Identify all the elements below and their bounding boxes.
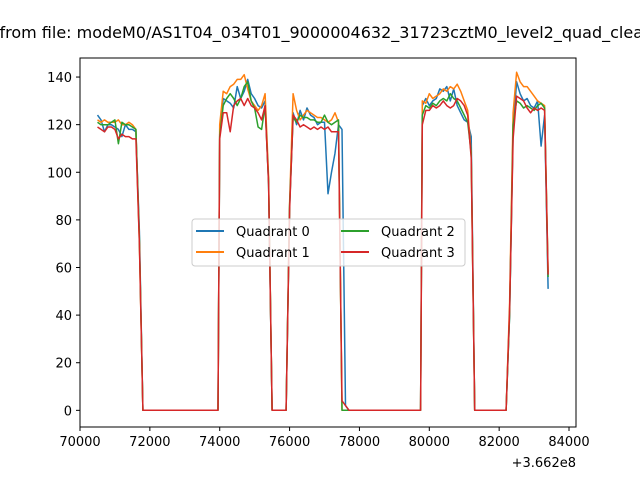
legend-label: Quadrant 0 [236,225,310,240]
y-axis: 0 20 40 60 80 100 120 140 [47,71,80,419]
legend-items: Quadrant 0 Quadrant 1 Quadrant 2 Quadrant 3 [196,225,455,261]
chart-title: Data from file: modeM0/AS1T04_034T01_900… [0,23,640,43]
x-axis: 70000 72000 74000 76000 78000 80000 82000 84000 [59,427,590,450]
legend: Quadrant 0 Quadrant 1 Quadrant 2 Quadrant 3 [191,218,466,267]
y-tick-label: 100 [47,166,72,181]
y-tick-label: 140 [47,71,72,86]
legend-label: Quadrant 2 [381,225,455,240]
series-line-quadrant-3 [97,95,549,412]
axes-frame [79,57,577,428]
x-tick-label: 72000 [129,435,170,450]
x-tick-label: 82000 [478,435,519,450]
y-tick-label: 80 [55,214,72,229]
legend-box [191,218,466,267]
x-tick-label: 76000 [269,435,310,450]
x-tick-label: 84000 [548,435,589,450]
x-axis-offset-label: +3.662e8 [512,456,576,471]
y-tick-label: 60 [55,261,72,276]
x-tick-label: 80000 [409,435,450,450]
y-tick-label: 120 [47,119,72,134]
x-tick-label: 74000 [199,435,240,450]
plot-area: 70000 72000 74000 76000 78000 80000 82000 84000… [47,57,590,471]
y-tick-label: 20 [55,357,72,372]
legend-label: Quadrant 3 [381,246,455,261]
legend-label: Quadrant 1 [236,246,310,261]
x-tick-label: 70000 [59,435,100,450]
x-tick-label: 78000 [339,435,380,450]
y-tick-label: 0 [64,404,72,419]
series-layer [96,71,549,412]
y-tick-label: 40 [55,309,72,324]
